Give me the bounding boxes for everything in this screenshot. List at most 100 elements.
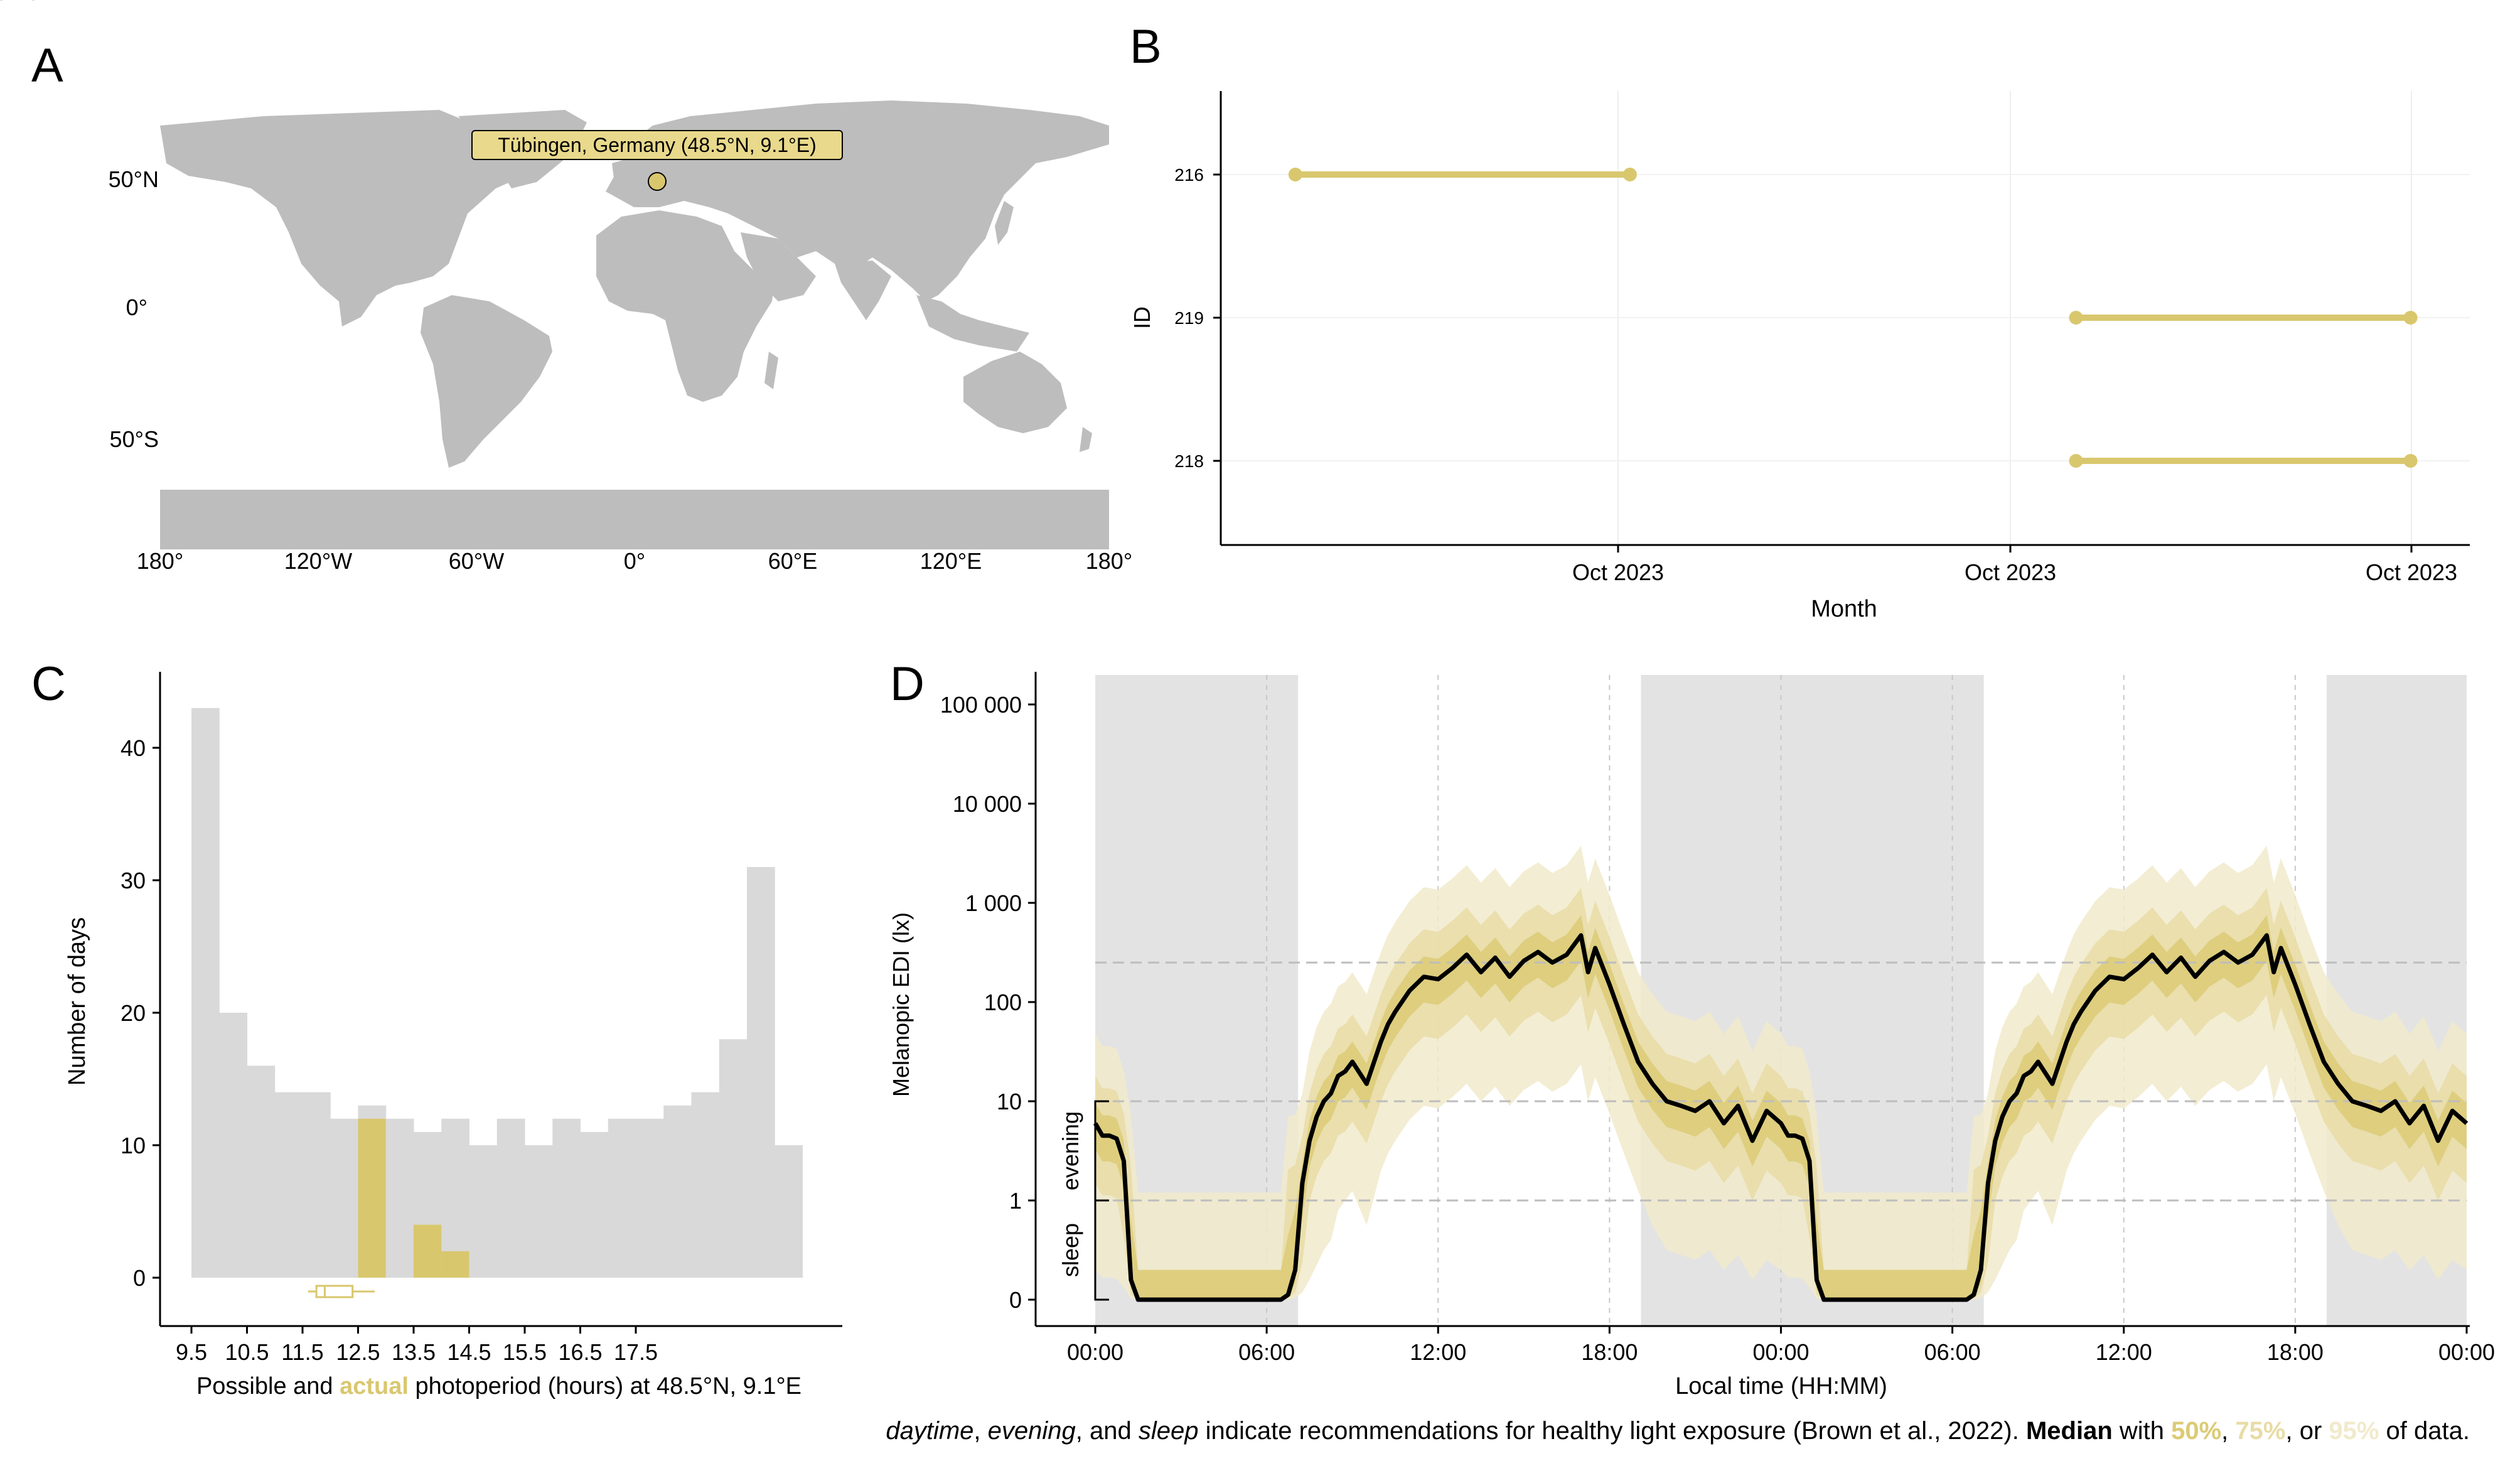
- b-y-ticks: 216 219 218: [1174, 165, 1221, 471]
- d-x-tick-label: 06:00: [1924, 1339, 1981, 1365]
- c-x-title-part2: photoperiod (hours) at 48.5°N, 9.1°E: [409, 1373, 802, 1399]
- d-x-axis-title: Local time (HH:MM): [1675, 1373, 1887, 1399]
- c-bar-possible: [663, 1105, 692, 1278]
- d-y-tick-label: 0: [1009, 1287, 1022, 1313]
- c-bar-possible: [747, 866, 775, 1278]
- d-recommendation-bracket-sleep: [1094, 1199, 1109, 1301]
- panel-b-range-chart: Oct 2023 Oct 2023 Oct 2023 216 219 218 M…: [1129, 91, 2470, 622]
- c-bar-possible: [303, 1092, 331, 1278]
- caption-or: , or: [2285, 1417, 2329, 1445]
- landmass-uk: [612, 160, 625, 188]
- c-bar-possible: [219, 1013, 247, 1278]
- c-bar-possible: [552, 1118, 581, 1278]
- c-y-tick-label: 40: [121, 735, 146, 761]
- d-median-line: [1093, 933, 2469, 1302]
- b-range-end-219: [2403, 311, 2418, 325]
- caption-sleep: sleep: [1139, 1417, 1199, 1445]
- caption-daytime: daytime: [886, 1417, 973, 1445]
- landmass-north-america: [160, 110, 524, 326]
- caption-evening: evening: [988, 1417, 1076, 1445]
- c-boxplot-box: [315, 1285, 354, 1298]
- d-x-tick-label: 12:00: [2096, 1339, 2152, 1365]
- c-x-tick-label: 13.5: [392, 1339, 436, 1365]
- lon-tick-60w: 60°W: [449, 548, 504, 574]
- c-x-axis-title: Possible and actual photoperiod (hours) …: [196, 1373, 802, 1399]
- c-bar-possible: [274, 1092, 303, 1278]
- c-bar-possible: [496, 1118, 525, 1278]
- b-x-ticks: Oct 2023 Oct 2023 Oct 2023: [1572, 545, 2457, 585]
- b-range-start-218: [2069, 454, 2083, 468]
- d-recommendation-label-sleep: sleep: [1058, 1223, 1083, 1277]
- c-y-tick-label: 0: [133, 1265, 146, 1291]
- lon-tick-180w: 180°: [137, 548, 183, 574]
- c-bar-possible: [580, 1131, 609, 1278]
- lat-tick-50s: 50°S: [110, 426, 159, 452]
- landmass-southeast-asia: [916, 295, 1029, 352]
- caption-median: Median: [2026, 1417, 2113, 1445]
- c-x-tick-label: 10.5: [225, 1339, 269, 1365]
- caption-recommendation: indicate recommendations for healthy lig…: [1198, 1417, 2025, 1445]
- b-y-tick-label-219: 219: [1174, 308, 1204, 328]
- b-x-tick-label-2: Oct 2023: [1965, 559, 2056, 585]
- landmass-new-zealand: [1080, 427, 1092, 452]
- b-range-end-218: [2403, 454, 2418, 468]
- d-band-50: [1095, 915, 2467, 1300]
- d-recommendation-label-evening: evening: [1058, 1111, 1083, 1190]
- c-bar-possible: [469, 1145, 498, 1278]
- d-x-tick-label: 18:00: [2267, 1339, 2324, 1365]
- caption-95: 95%: [2329, 1417, 2379, 1445]
- c-y-tick-label: 20: [121, 1000, 146, 1026]
- caption-50: 50%: [2171, 1417, 2221, 1445]
- caption-75: 75%: [2235, 1417, 2285, 1445]
- b-y-axis-title: ID: [1129, 306, 1155, 329]
- d-y-tick-label: 10 000: [953, 791, 1022, 817]
- location-marker: [648, 172, 667, 191]
- map-lon-axis: 180° 120°W 60°W 0° 60°E 120°E 180°: [137, 548, 1132, 574]
- d-y-tick-label: 1 000: [965, 890, 1022, 916]
- d-y-tick-label: 10: [997, 1089, 1022, 1114]
- c-bar-possible: [247, 1065, 276, 1278]
- panel-label-c: C: [31, 657, 66, 711]
- d-y-axis-title: Melanopic EDI (lx): [888, 912, 914, 1097]
- lon-tick-60e: 60°E: [768, 548, 817, 574]
- caption-end: of data.: [2379, 1417, 2470, 1445]
- caption-with: with: [2113, 1417, 2171, 1445]
- panel-c-histogram: Number of days Possible and actual photo…: [64, 672, 842, 1399]
- landmass-japan: [995, 201, 1014, 245]
- lat-tick-0: 0°: [126, 294, 147, 320]
- c-x-tick-label: 9.5: [176, 1339, 207, 1365]
- c-bar-possible: [636, 1118, 664, 1278]
- c-bar-possible: [719, 1039, 748, 1278]
- b-x-tick-label-3: Oct 2023: [2366, 559, 2457, 585]
- lon-tick-0: 0°: [624, 548, 645, 574]
- landmass-arabia: [741, 232, 816, 301]
- c-x-tick-label: 12.5: [336, 1339, 380, 1365]
- c-bar-possible: [525, 1145, 553, 1278]
- antarctica: [160, 490, 1109, 549]
- d-x-tick-label: 00:00: [1752, 1339, 1809, 1365]
- landmass-india: [835, 261, 891, 320]
- caption-sep2: ,: [2221, 1417, 2235, 1445]
- panel-label-b: B: [1130, 20, 1162, 73]
- c-x-tick-label: 11.5: [281, 1339, 323, 1365]
- d-x-tick-label: 00:00: [2438, 1339, 2495, 1365]
- map-lat-axis: 50°N 0° 50°S: [109, 166, 159, 452]
- c-bar-actual: [441, 1251, 469, 1278]
- c-bar-actual: [414, 1224, 442, 1278]
- c-x-tick-label: 15.5: [503, 1339, 547, 1365]
- d-recommendation-label-daytime: daytime: [0, 0, 40, 5]
- landmass-africa: [596, 210, 775, 402]
- d-y-tick-label: 1: [1009, 1188, 1022, 1214]
- landmass-madagascar: [764, 352, 778, 389]
- lon-tick-120e: 120°E: [920, 548, 982, 574]
- d-x-tick-label: 06:00: [1238, 1339, 1295, 1365]
- panel-d-light-profile: Melanopic EDI (lx) Local time (HH:MM) da…: [0, 0, 2495, 1399]
- d-y-tick-label: 100 000: [940, 692, 1022, 718]
- landmass-australia: [963, 352, 1067, 433]
- b-x-tick-label-1: Oct 2023: [1572, 559, 1664, 585]
- c-x-tick-label: 16.5: [558, 1339, 602, 1365]
- b-range-start-216: [1288, 168, 1302, 181]
- c-bar-possible: [775, 1145, 803, 1278]
- panel-label-a: A: [31, 39, 63, 92]
